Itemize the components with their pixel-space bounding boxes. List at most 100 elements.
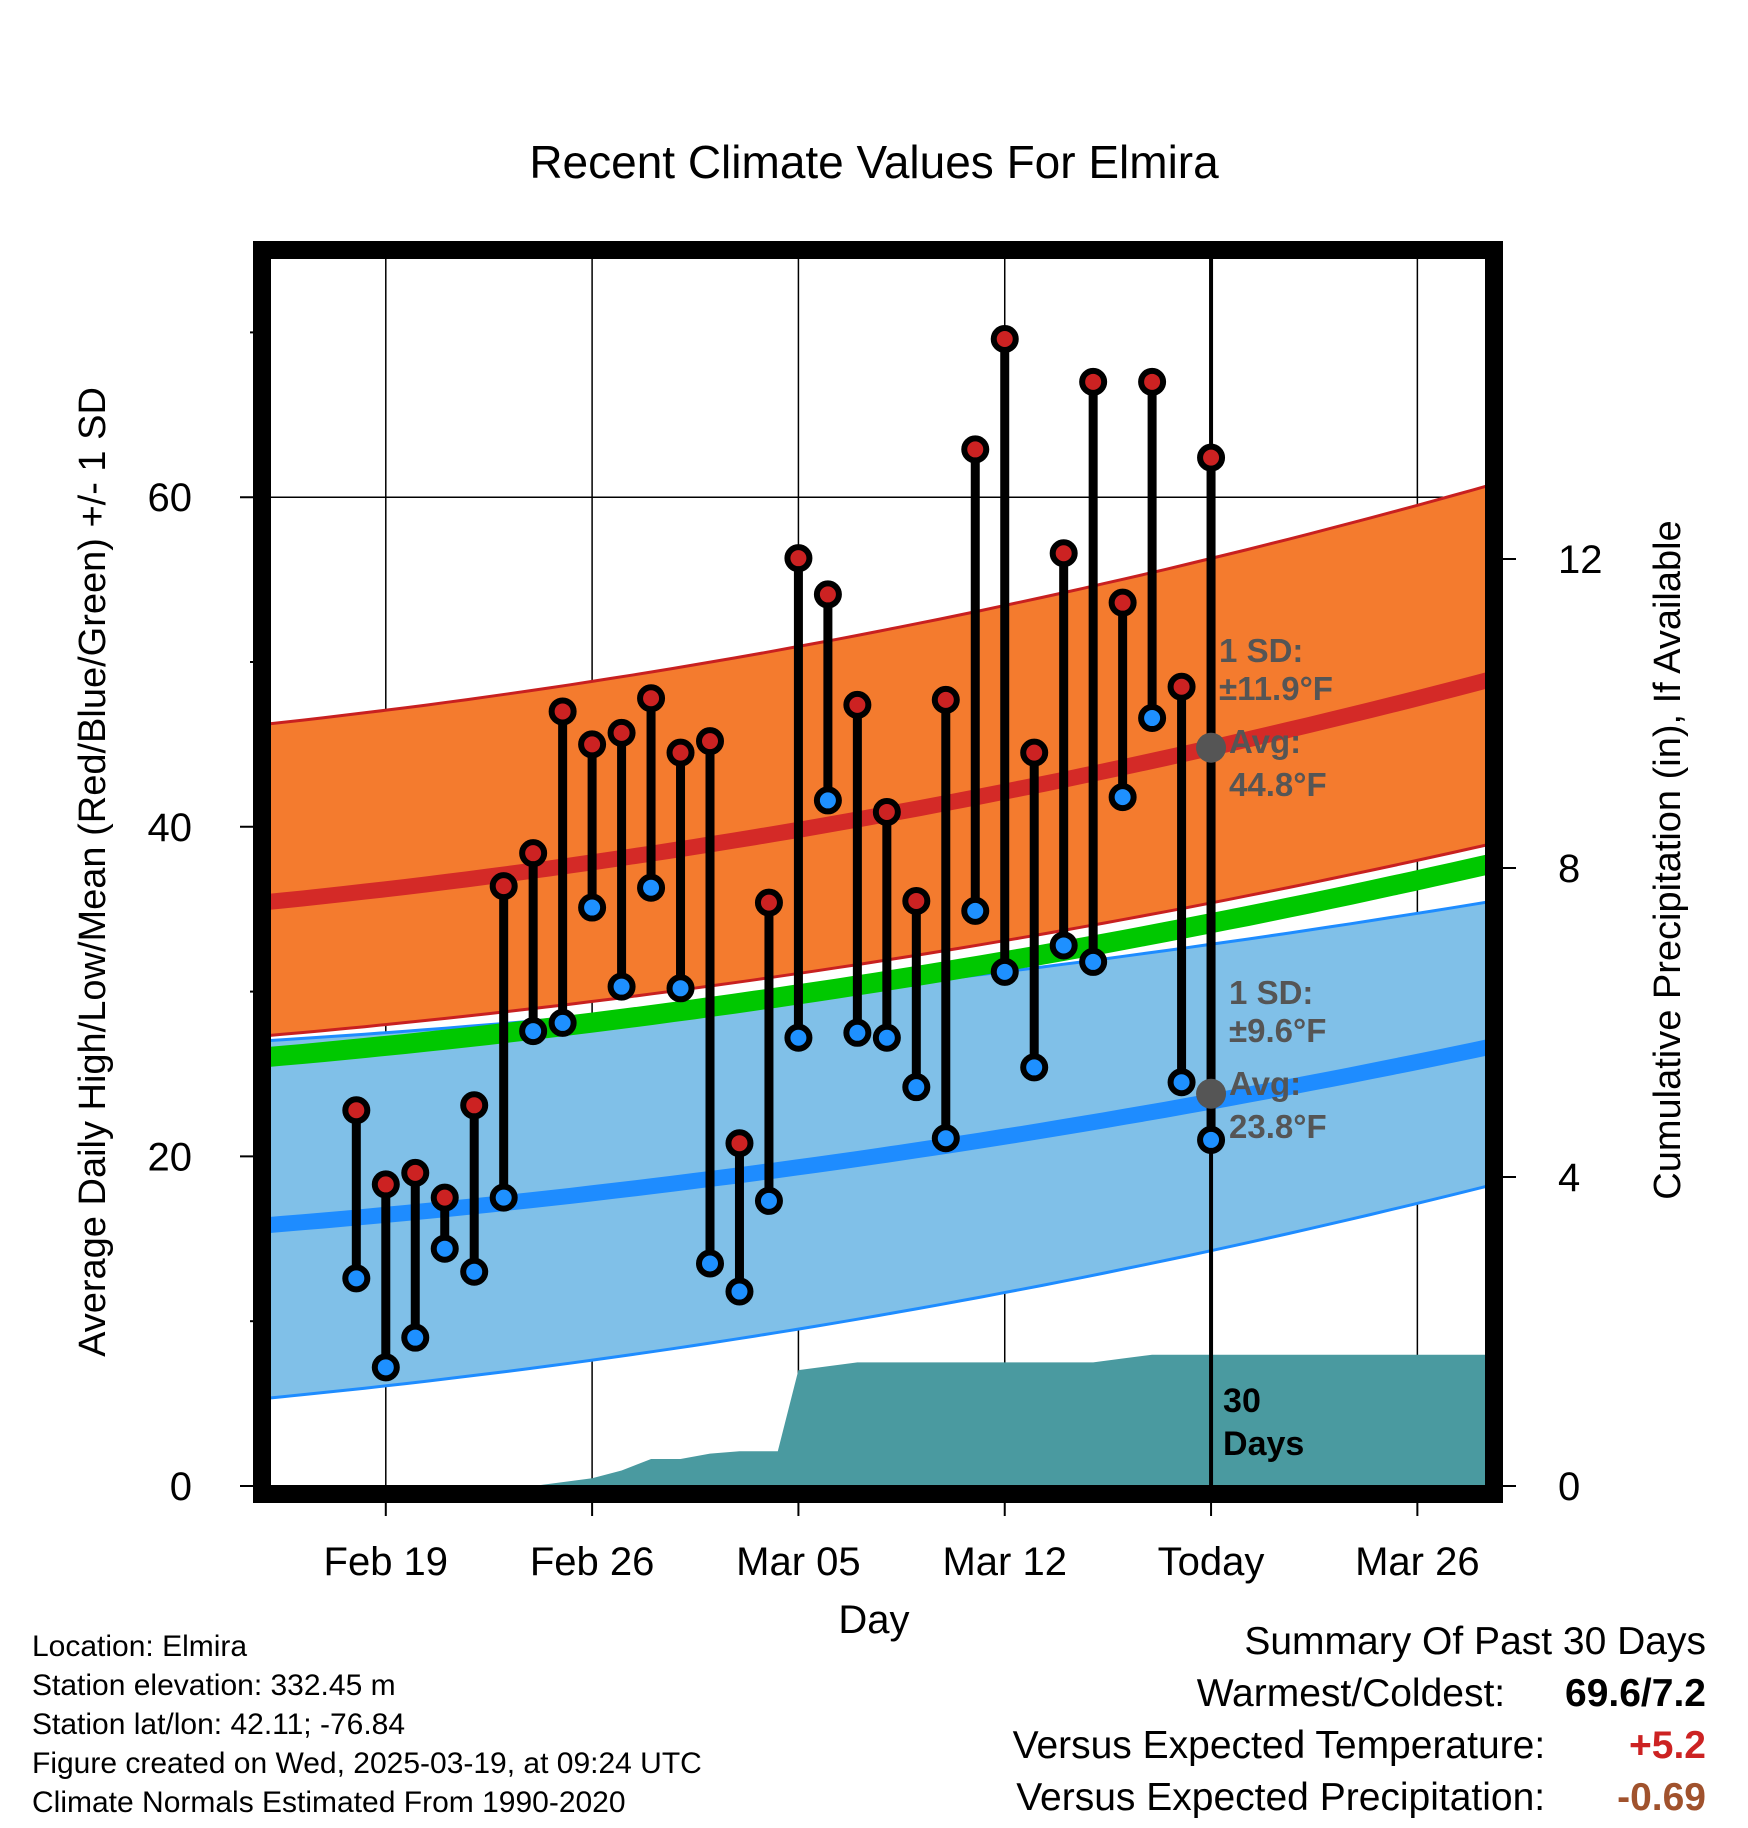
high-point <box>1079 367 1108 396</box>
summary-temp-label: Versus Expected Temperature: <box>1012 1724 1546 1767</box>
high-point <box>342 1096 371 1125</box>
chart-title: Recent Climate Values For Elmira <box>529 136 1219 188</box>
y2-tick-label: 4 <box>1558 1156 1580 1200</box>
today-low-annotation: 23.8°F <box>1229 1108 1327 1145</box>
low-point <box>696 1249 724 1278</box>
y-tick-label: 40 <box>148 806 193 850</box>
low-point <box>872 1023 901 1052</box>
x-tick-label: Feb 26 <box>530 1540 655 1584</box>
today-high-annotation: ±11.9°F <box>1219 670 1333 707</box>
high-point <box>872 797 901 826</box>
low-point <box>548 1008 577 1037</box>
x-tick-label: Mar 05 <box>736 1540 861 1584</box>
high-point <box>696 727 724 756</box>
precip-days-label: Days <box>1223 1425 1304 1463</box>
high-point <box>813 580 842 609</box>
high-point <box>902 886 931 915</box>
today-high-avg-marker <box>1196 732 1227 763</box>
info-location: Location: Elmira <box>32 1630 248 1663</box>
high-point <box>578 730 607 759</box>
low-point <box>578 893 607 922</box>
high-point <box>666 738 695 767</box>
y-tick-label: 20 <box>148 1135 193 1179</box>
high-point <box>607 718 636 747</box>
summary-precip-label: Versus Expected Precipitation: <box>1016 1776 1546 1819</box>
high-point <box>489 872 518 901</box>
today-low-annotation: ±9.6°F <box>1229 1012 1326 1049</box>
summary-precip: Versus Expected Precipitation: -0.69 <box>1016 1776 1706 1820</box>
y2-tick-label: 0 <box>1558 1465 1580 1509</box>
info-latlon: Station lat/lon: 42.11; -76.84 <box>32 1708 406 1741</box>
high-point <box>401 1158 430 1187</box>
low-normal-line <box>262 1038 1494 1234</box>
summary-title-text: Summary Of Past 30 Days <box>1244 1620 1706 1663</box>
info-normals: Climate Normals Estimated From 1990-2020 <box>32 1786 626 1819</box>
low-point <box>519 1017 548 1046</box>
today-high-annotation: 44.8°F <box>1229 766 1327 803</box>
summary-warm-cold-value: 69.6/7.2 <box>1565 1672 1706 1715</box>
low-point <box>342 1264 371 1293</box>
low-point <box>1079 947 1108 976</box>
low-point <box>813 786 842 815</box>
y2-tick-label: 12 <box>1558 538 1603 582</box>
high-point <box>371 1170 400 1199</box>
y-axis-label: Average Daily High/Low/Mean (Red/Blue/Gr… <box>72 387 114 1357</box>
summary-warm-cold: Warmest/Coldest: 69.6/7.2 <box>1197 1672 1706 1716</box>
low-point <box>725 1277 754 1306</box>
today-low-annotation: Avg: <box>1229 1065 1301 1102</box>
y-tick-label: 60 <box>148 476 193 520</box>
mean-normal-line <box>262 853 1494 1068</box>
summary-temp: Versus Expected Temperature: +5.2 <box>1013 1724 1706 1768</box>
high-point <box>430 1183 459 1212</box>
x-tick-label: Feb 19 <box>324 1540 449 1584</box>
y2-tick-label: 8 <box>1558 847 1580 891</box>
high-point <box>637 684 666 713</box>
high-point <box>1197 443 1226 472</box>
precipitation-area <box>262 1354 1494 1486</box>
x-tick-label: Today <box>1158 1540 1265 1584</box>
low-point <box>637 873 666 902</box>
today-high-annotation: 1 SD: <box>1219 632 1303 669</box>
low-point <box>607 972 636 1001</box>
high-point <box>725 1129 754 1158</box>
low-point <box>990 957 1019 986</box>
high-point <box>754 888 783 917</box>
today-low-avg-marker <box>1196 1078 1227 1109</box>
low-point <box>401 1323 430 1352</box>
high-point <box>784 544 813 573</box>
summary-title: Summary Of Past 30 Days <box>1244 1620 1706 1664</box>
low-point <box>1167 1068 1196 1097</box>
x-tick-label: Mar 26 <box>1355 1540 1480 1584</box>
low-point <box>1020 1053 1049 1082</box>
high-point <box>990 324 1019 353</box>
high-sd-band-upper-edge <box>262 482 1494 727</box>
precip-days-label: 30 <box>1223 1382 1261 1420</box>
low-point <box>1138 704 1167 733</box>
high-point <box>519 839 548 868</box>
low-point <box>1108 783 1137 812</box>
high-point <box>961 435 990 464</box>
plot-frame <box>253 241 1503 1503</box>
high-point <box>931 685 960 714</box>
low-point <box>1197 1125 1226 1154</box>
low-point <box>371 1353 400 1382</box>
low-point <box>931 1124 960 1153</box>
x-tick-label: Mar 12 <box>942 1540 1067 1584</box>
info-elevation: Station elevation: 332.45 m <box>32 1669 396 1702</box>
summary-warm-cold-label: Warmest/Coldest: <box>1196 1672 1506 1715</box>
low-point <box>666 974 695 1003</box>
high-point <box>548 697 577 726</box>
high-sd-band-lower-edge <box>262 841 1494 1038</box>
low-point <box>754 1186 783 1215</box>
low-point <box>460 1257 489 1286</box>
axes: 0 20 40 60 0 4 8 12 Feb 19 Feb 26 Mar 05 Mar 12 Toda… <box>72 241 1689 1642</box>
today-low-annotation: 1 SD: <box>1229 974 1313 1011</box>
high-point <box>1020 738 1049 767</box>
low-point <box>430 1234 459 1263</box>
summary-precip-value: -0.69 <box>1617 1776 1706 1819</box>
low-point <box>843 1018 872 1047</box>
summary-temp-value: +5.2 <box>1629 1724 1706 1767</box>
low-point <box>489 1183 518 1212</box>
